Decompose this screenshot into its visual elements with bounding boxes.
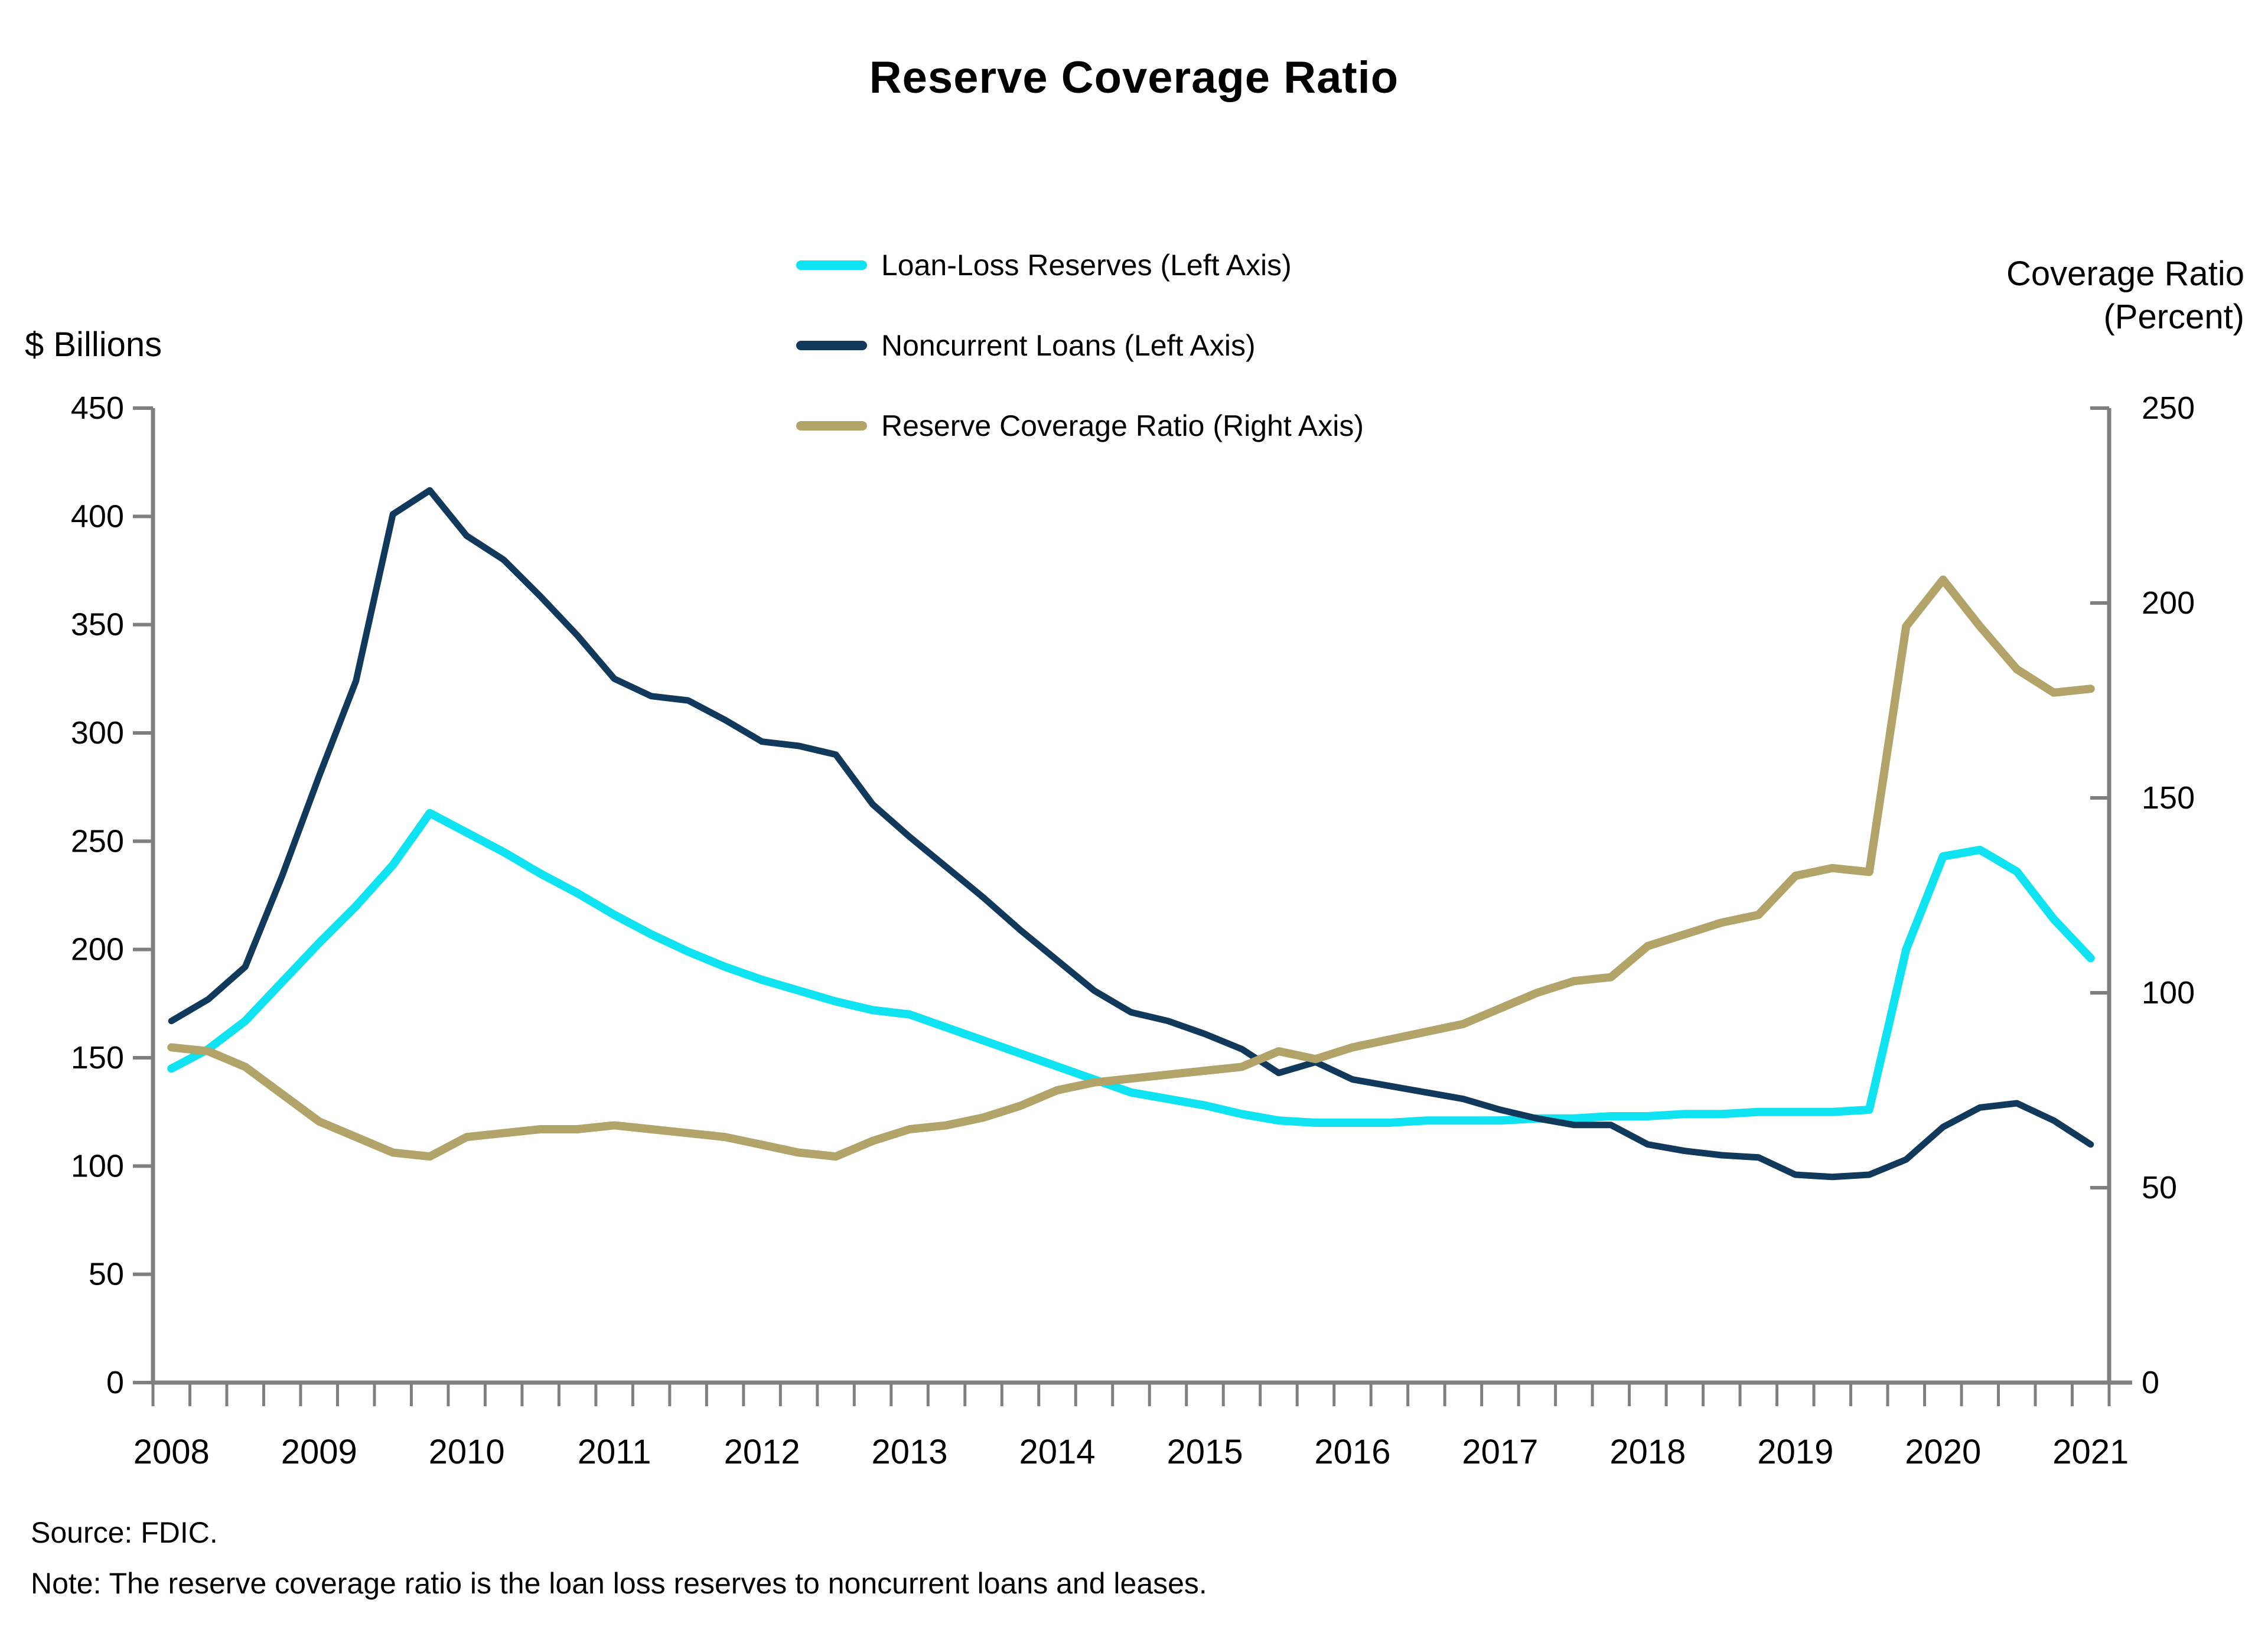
legend: Loan-Loss Reserves (Left Axis) Noncurren… bbox=[796, 248, 1364, 443]
x-axis-year-label: 2011 bbox=[578, 1433, 651, 1471]
reserve-coverage-ratio-swatch-icon bbox=[796, 421, 867, 431]
legend-item-loan-loss-reserves: Loan-Loss Reserves (Left Axis) bbox=[796, 248, 1364, 282]
x-axis-year-label: 2012 bbox=[724, 1433, 800, 1471]
left-axis-tick-label: 300 bbox=[71, 715, 124, 751]
left-axis-tick-label: 50 bbox=[89, 1257, 124, 1292]
x-axis-year-label: 2008 bbox=[133, 1433, 210, 1471]
right-axis-tick-label: 200 bbox=[2142, 585, 2195, 621]
legend-item-noncurrent-loans: Noncurrent Loans (Left Axis) bbox=[796, 328, 1364, 363]
x-axis-year-label: 2010 bbox=[429, 1433, 505, 1471]
note-text: Note: The reserve coverage ratio is the … bbox=[31, 1567, 1207, 1600]
right-axis-title: Coverage Ratio (Percent) bbox=[1713, 253, 2244, 338]
right-axis-tick-label: 150 bbox=[2142, 780, 2195, 816]
left-axis-title: $ Billions bbox=[25, 325, 162, 364]
series-line-reserve-coverage-ratio-right-axis bbox=[167, 575, 2095, 1161]
series-line-noncurrent-loans-left-axis bbox=[168, 487, 2094, 1181]
legend-label: Reserve Coverage Ratio (Right Axis) bbox=[881, 409, 1364, 442]
legend-label: Loan-Loss Reserves (Left Axis) bbox=[881, 249, 1292, 282]
x-axis-year-label: 2019 bbox=[1757, 1433, 1833, 1471]
left-axis-tick-label: 100 bbox=[71, 1148, 124, 1184]
left-axis-tick-label: 400 bbox=[71, 498, 124, 534]
x-axis-year-label: 2017 bbox=[1462, 1433, 1538, 1471]
x-axis-year-label: 2009 bbox=[281, 1433, 357, 1471]
legend-label: Noncurrent Loans (Left Axis) bbox=[881, 329, 1256, 362]
left-axis-tick-label: 0 bbox=[106, 1365, 124, 1400]
source-text: Source: FDIC. bbox=[31, 1516, 218, 1549]
right-axis-tick-label: 50 bbox=[2142, 1170, 2177, 1205]
right-axis-tick-label: 100 bbox=[2142, 975, 2195, 1011]
right-axis-title-line2: (Percent) bbox=[2103, 297, 2244, 336]
loan-loss-reserves-swatch-icon bbox=[796, 260, 867, 270]
right-axis-tick-label: 0 bbox=[2142, 1365, 2159, 1400]
series-line-loan-loss-reserves-left-axis bbox=[167, 809, 2095, 1127]
x-axis-year-label: 2013 bbox=[872, 1433, 948, 1471]
left-axis-tick-label: 350 bbox=[71, 607, 124, 643]
left-axis-tick-label: 150 bbox=[71, 1040, 124, 1075]
x-axis-year-label: 2014 bbox=[1019, 1433, 1096, 1471]
x-axis-year-label: 2016 bbox=[1314, 1433, 1390, 1471]
left-axis-tick-label: 200 bbox=[71, 932, 124, 967]
legend-item-reserve-coverage-ratio: Reserve Coverage Ratio (Right Axis) bbox=[796, 409, 1364, 443]
page-title: Reserve Coverage Ratio bbox=[869, 53, 1399, 103]
x-axis-year-label: 2018 bbox=[1609, 1433, 1686, 1471]
left-axis-tick-label: 250 bbox=[71, 823, 124, 859]
left-axis-tick-label: 450 bbox=[71, 390, 124, 426]
x-axis-year-label: 2021 bbox=[2052, 1433, 2129, 1471]
x-axis-year-label: 2020 bbox=[1905, 1433, 1981, 1471]
noncurrent-loans-swatch-icon bbox=[796, 341, 867, 350]
right-axis-tick-label: 250 bbox=[2142, 390, 2195, 426]
right-axis-title-line1: Coverage Ratio bbox=[2006, 255, 2244, 293]
x-axis-year-label: 2015 bbox=[1166, 1433, 1243, 1471]
